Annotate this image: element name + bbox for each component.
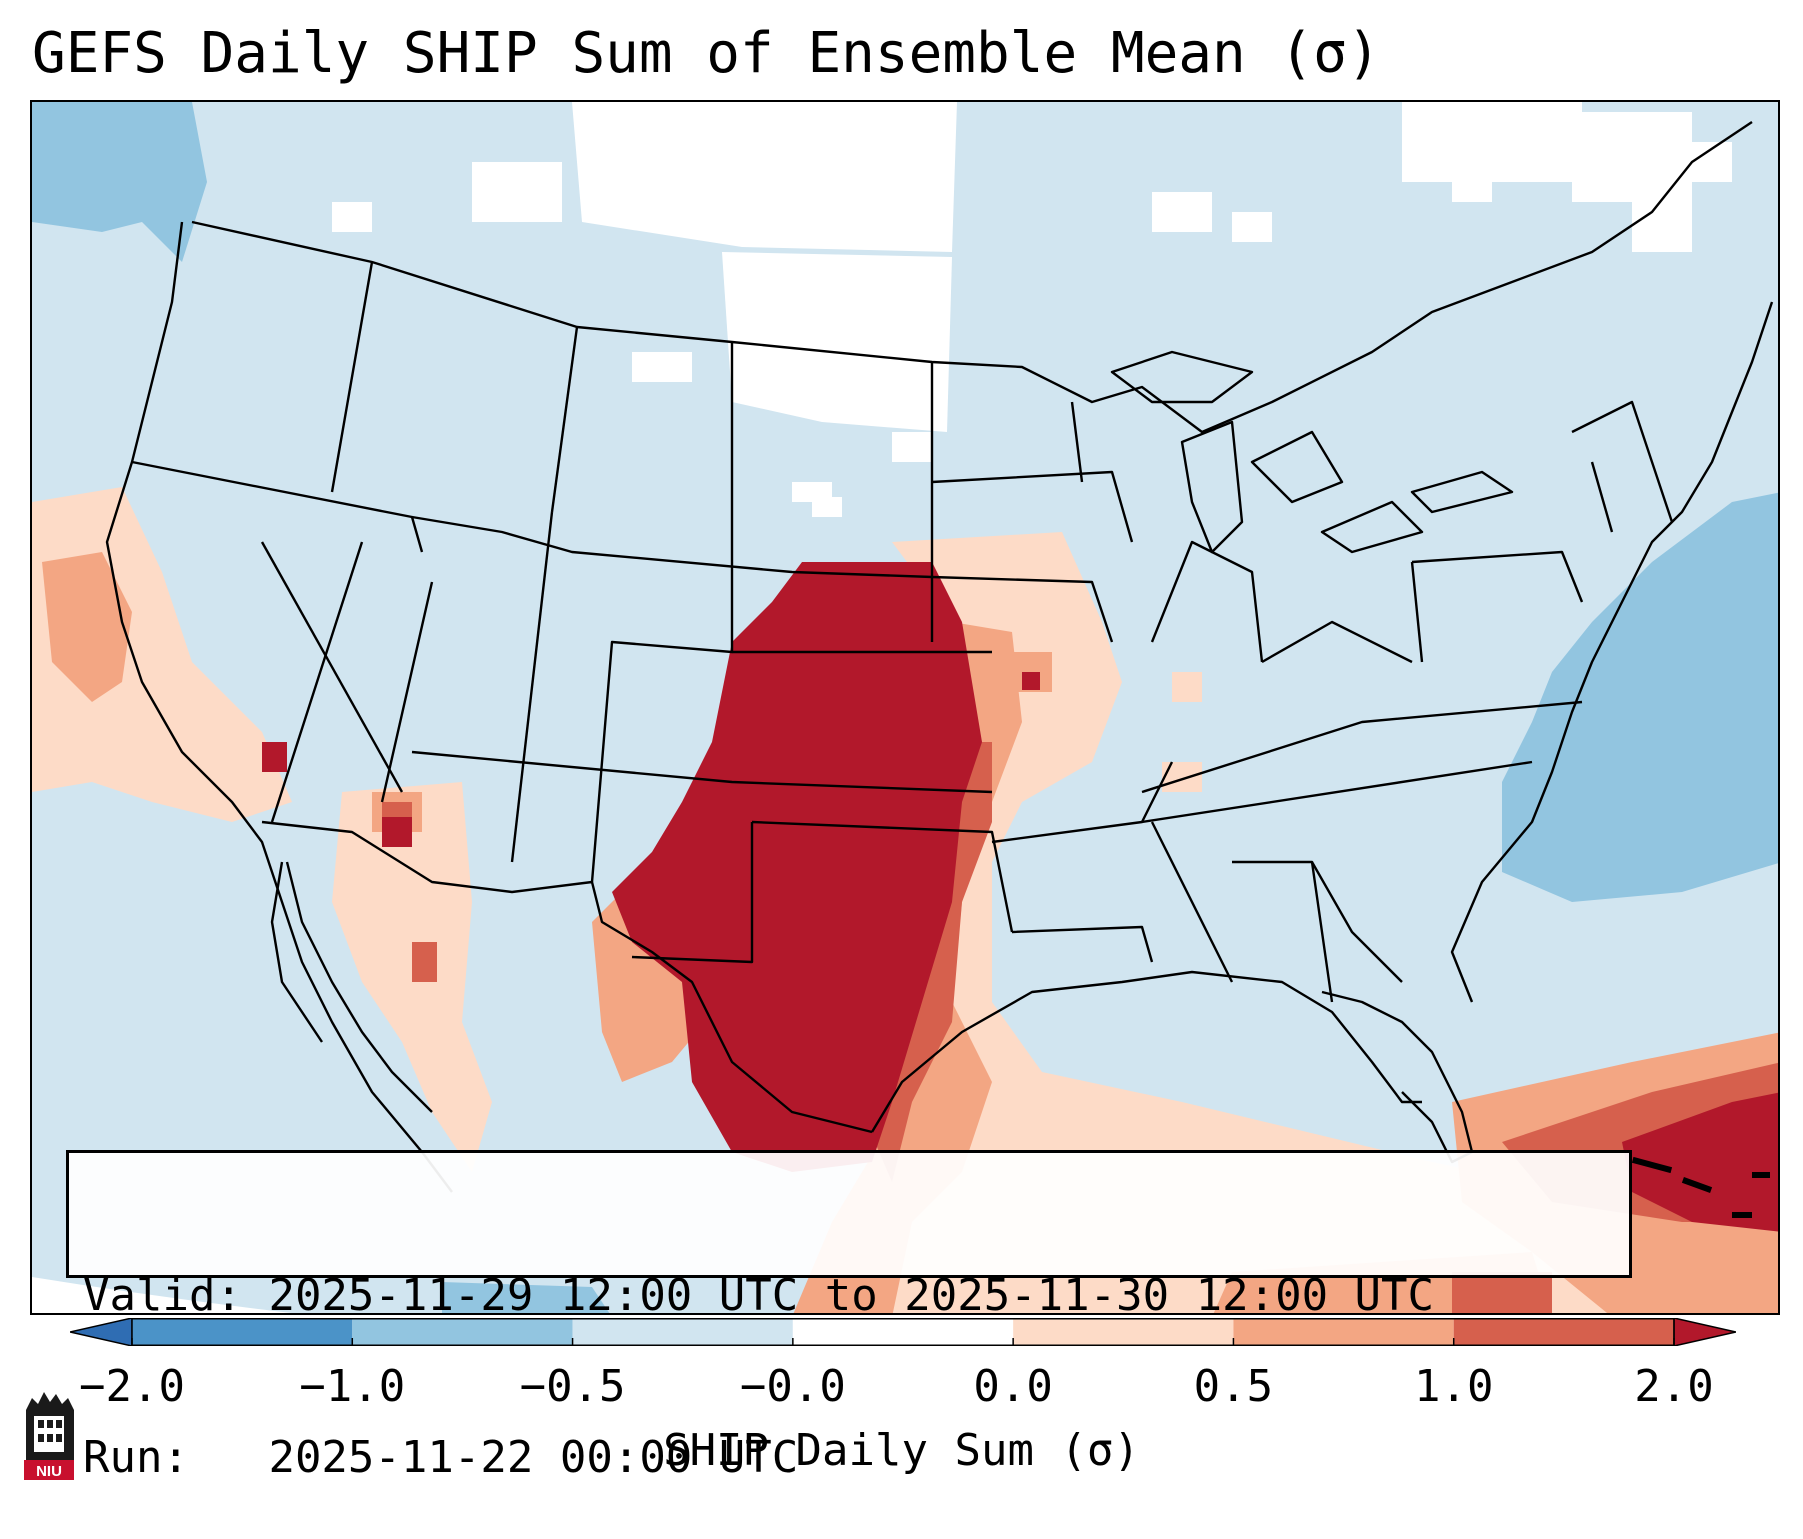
colorbar-tick-label: 2.0 <box>1634 1361 1714 1412</box>
colorbar-tick-label: −2.0 <box>79 1361 185 1412</box>
colorbar <box>70 1318 1736 1346</box>
colorbar-tick-label: −0.0 <box>739 1361 846 1412</box>
run-value: 2025-11-22 00:00 UTC <box>268 1432 799 1483</box>
colorbar-bin <box>1453 1318 1674 1346</box>
colorbar-bin <box>1013 1318 1234 1346</box>
valid-label: Valid: <box>83 1270 242 1321</box>
colorbar-tick-label: −0.5 <box>519 1361 626 1412</box>
negative-anomaly-region <box>32 102 1778 1313</box>
valid-row: Valid: 2025-11-29 12:00 UTC to 2025-11-3… <box>83 1269 1615 1323</box>
colorbar-tick-label: 0.5 <box>1193 1361 1274 1412</box>
colorbar-extend-max <box>1673 1318 1736 1346</box>
map-panel <box>30 100 1780 1315</box>
boundaries <box>105 121 1774 1193</box>
map-canvas <box>32 102 1778 1313</box>
colorbar-extend-min <box>70 1318 133 1346</box>
valid-run-info-box: Valid: 2025-11-29 12:00 UTC to 2025-11-3… <box>66 1150 1632 1483</box>
run-label: Run: <box>83 1432 189 1483</box>
map-title: GEFS Daily SHIP Sum of Ensemble Mean (σ) <box>32 21 1381 86</box>
svg-text:NIU: NIU <box>36 1463 62 1480</box>
niu-logo: NIU <box>24 1392 74 1480</box>
valid-value: 2025-11-29 12:00 UTC to 2025-11-30 12:00… <box>268 1270 1435 1321</box>
colorbar-bin <box>572 1318 793 1346</box>
colorbar-bin <box>792 1318 1014 1346</box>
colorbar-tick-label: 1.0 <box>1413 1361 1494 1412</box>
colorbar-tick-label: 0.0 <box>973 1361 1053 1412</box>
colorbar-outline <box>131 1318 1675 1346</box>
positive-anomaly-extreme <box>262 562 1778 1232</box>
colorbar-bin <box>132 1318 353 1346</box>
near-zero-region <box>332 102 1732 517</box>
colorbar-bin <box>352 1318 573 1346</box>
colorbar-tick-label: −1.0 <box>299 1361 406 1412</box>
colorbar-label: SHIP Daily Sum (σ) <box>663 1425 1140 1476</box>
caribbean-islands <box>1631 1156 1770 1218</box>
run-row: Run: 2025-11-22 00:00 UTC <box>83 1431 1615 1485</box>
colorbar-bin <box>1233 1318 1454 1346</box>
